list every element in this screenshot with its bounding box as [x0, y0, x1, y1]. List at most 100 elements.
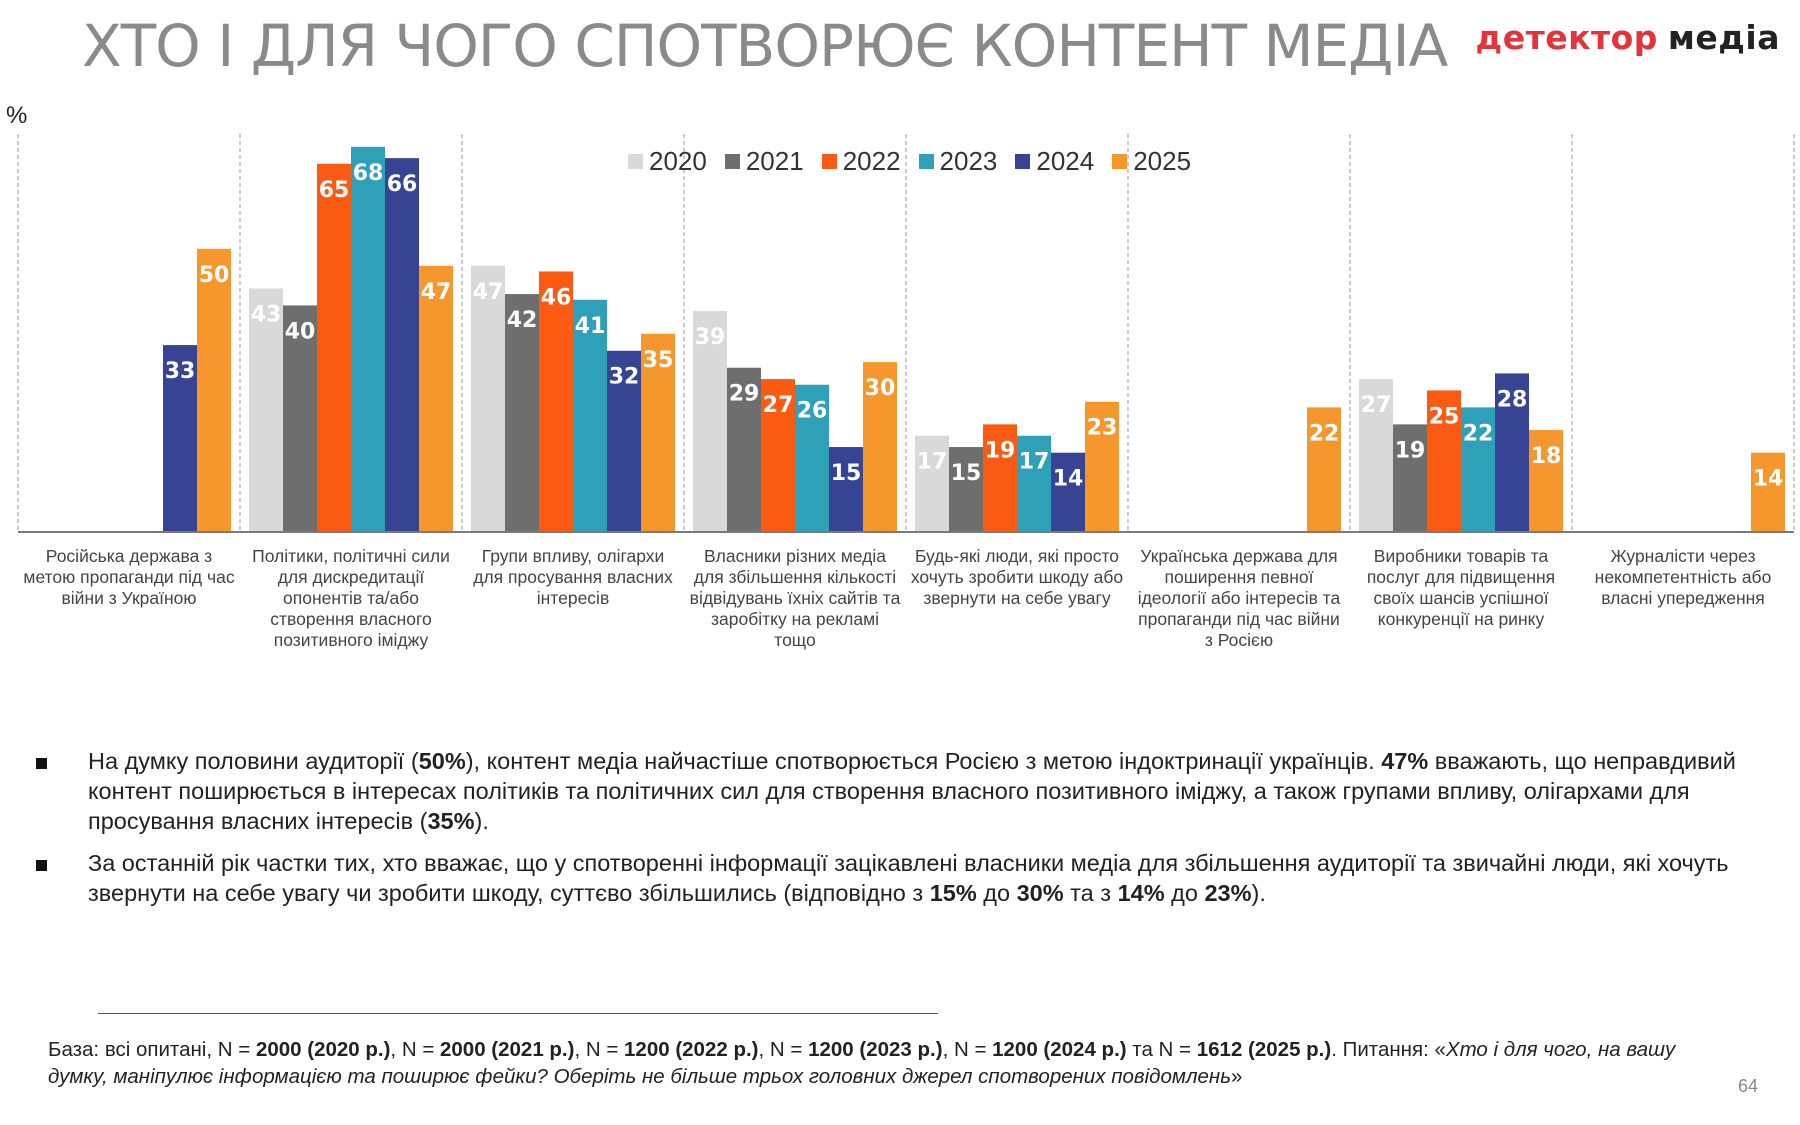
- footnote-bold: 1200 (2022 р.): [624, 1038, 759, 1061]
- bar-value-label: 22: [1309, 421, 1340, 446]
- logo-part-1: детектор: [1475, 18, 1658, 57]
- bullet-bold: 47%: [1381, 748, 1429, 774]
- bar-2020: [1359, 379, 1393, 532]
- bar-value-label: 41: [575, 314, 606, 339]
- bar-2021: [1393, 424, 1427, 532]
- bar-2024: [607, 350, 641, 532]
- legend-label: 2021: [745, 146, 804, 176]
- bar-value-label: 28: [1497, 387, 1528, 412]
- legend-swatch: [918, 154, 934, 169]
- bar-2025: [1751, 452, 1785, 532]
- bullet-text: За останній рік частки тих, хто вважає, …: [88, 850, 1729, 906]
- bar-2022: [761, 379, 795, 532]
- legend-label: 2022: [842, 146, 901, 176]
- bar-2020: [693, 311, 727, 532]
- category-label: Власники різних медіа для збільшення кіл…: [689, 546, 901, 650]
- bar-value-label: 22: [1463, 421, 1494, 446]
- bar-value-label: 27: [763, 393, 794, 418]
- bar-value-label: 66: [387, 172, 418, 197]
- bar-2021: [727, 367, 761, 532]
- bar-2022: [1427, 390, 1461, 532]
- bullet-bold: 23%: [1204, 880, 1252, 906]
- bar-2022: [983, 424, 1017, 532]
- bar-2021: [283, 305, 317, 532]
- footnote-text: База: всі опитані, N =: [48, 1038, 256, 1061]
- bar-2025: [419, 265, 453, 532]
- bar-value-label: 29: [729, 382, 760, 407]
- bar-value-label: 23: [1087, 416, 1118, 441]
- footnote-question: Хто і для чого, на вашу думку, маніпулює…: [48, 1038, 1676, 1088]
- legend-label: 2025: [1133, 146, 1192, 176]
- bar-value-label: 19: [985, 438, 1016, 463]
- bullet-bold: 14%: [1117, 880, 1165, 906]
- footnote-bold: 1612 (2025 р.): [1196, 1038, 1332, 1061]
- legend-item: 2022: [821, 146, 901, 177]
- bullet-bold: 30%: [1016, 880, 1064, 906]
- category-label: Групи впливу, олігархи для просування вл…: [473, 546, 673, 608]
- legend-swatch: [628, 154, 643, 169]
- bar-value-label: 27: [1361, 393, 1392, 418]
- bar-2024: [1495, 373, 1529, 532]
- footnote-text: , N =: [942, 1038, 993, 1061]
- bullet-text: На думку половини аудиторії (: [88, 748, 419, 774]
- legend-label: 2024: [1036, 146, 1095, 176]
- bar-value-label: 30: [865, 376, 896, 401]
- legend-item: 2023: [918, 146, 998, 177]
- bar-value-label: 19: [1395, 438, 1426, 463]
- bar-2024: [385, 158, 419, 532]
- bar-2025: [197, 248, 231, 532]
- bar-2022: [539, 271, 573, 532]
- bar-value-label: 47: [473, 280, 504, 305]
- bullet-bold: 50%: [418, 748, 466, 774]
- category-label: Журналісти через некомпетентність або вл…: [1594, 546, 1772, 608]
- bar-value-label: 18: [1531, 444, 1562, 469]
- bullet-marker: [36, 758, 47, 769]
- bar-value-label: 17: [1019, 450, 1050, 475]
- category-label: Російська держава з метою пропаганди під…: [23, 546, 235, 608]
- category-label: Українська держава для поширення певної …: [1137, 546, 1341, 650]
- bullet-text: до: [976, 880, 1017, 906]
- legend-label: 2020: [649, 146, 707, 176]
- bar-2023: [351, 146, 385, 532]
- bar-2025: [641, 333, 675, 532]
- legend-label: 2023: [939, 146, 998, 176]
- bullet-text: вважають, що неправдивий контент поширює…: [88, 748, 1736, 834]
- bar-2025: [1529, 430, 1563, 532]
- bullet-text: ).: [1251, 880, 1266, 906]
- bar-value-label: 46: [541, 285, 572, 310]
- bullet-marker: [36, 860, 47, 871]
- page-title: ХТО І ДЛЯ ЧОГО СПОТВОРЮЄ КОНТЕНТ МЕДІА: [82, 12, 1448, 80]
- bar-value-label: 33: [165, 359, 196, 384]
- summary-bullets: На думку половини аудиторії (50%), конте…: [32, 746, 1752, 920]
- bullet-item: За останній рік частки тих, хто вважає, …: [32, 848, 1752, 908]
- category-label: Будь-які люди, які просто хочуть зробити…: [910, 546, 1124, 608]
- bar-value-label: 32: [609, 365, 640, 390]
- footnote-text: та N =: [1126, 1038, 1197, 1061]
- logo-part-2: медіа: [1667, 18, 1780, 57]
- bar-2025: [1085, 401, 1119, 532]
- bar-2023: [573, 299, 607, 532]
- bullet-item: На думку половини аудиторії (50%), конте…: [32, 746, 1752, 836]
- bar-value-label: 25: [1429, 404, 1460, 429]
- footnote-bold: 2000 (2020 р.): [255, 1038, 391, 1061]
- footnote-bold: 1200 (2024 р.): [992, 1038, 1127, 1061]
- bar-2021: [505, 294, 539, 532]
- footnote-text: »: [1231, 1065, 1243, 1088]
- category-label: Політики, політичні сили для дискредитац…: [252, 546, 450, 650]
- bar-value-label: 68: [353, 161, 384, 186]
- category-label: Виробники товарів та послуг для підвищен…: [1366, 546, 1556, 629]
- footnote-divider: [98, 1013, 938, 1014]
- footnote-text: , N =: [574, 1038, 625, 1061]
- bullet-bold: 15%: [929, 880, 977, 906]
- bar-2024: [163, 345, 197, 532]
- bar-value-label: 35: [643, 348, 674, 373]
- bar-value-label: 15: [951, 461, 982, 486]
- bar-value-label: 42: [507, 308, 538, 333]
- y-unit-label: %: [6, 102, 28, 129]
- bar-value-label: 14: [1053, 467, 1084, 492]
- bullet-bold: 35%: [427, 808, 475, 834]
- legend-item: 2020: [628, 146, 707, 177]
- bar-value-label: 26: [797, 399, 828, 424]
- legend-swatch: [724, 154, 740, 169]
- chart-legend: 2020 2021 2022 2023 2024 2025: [628, 146, 1191, 177]
